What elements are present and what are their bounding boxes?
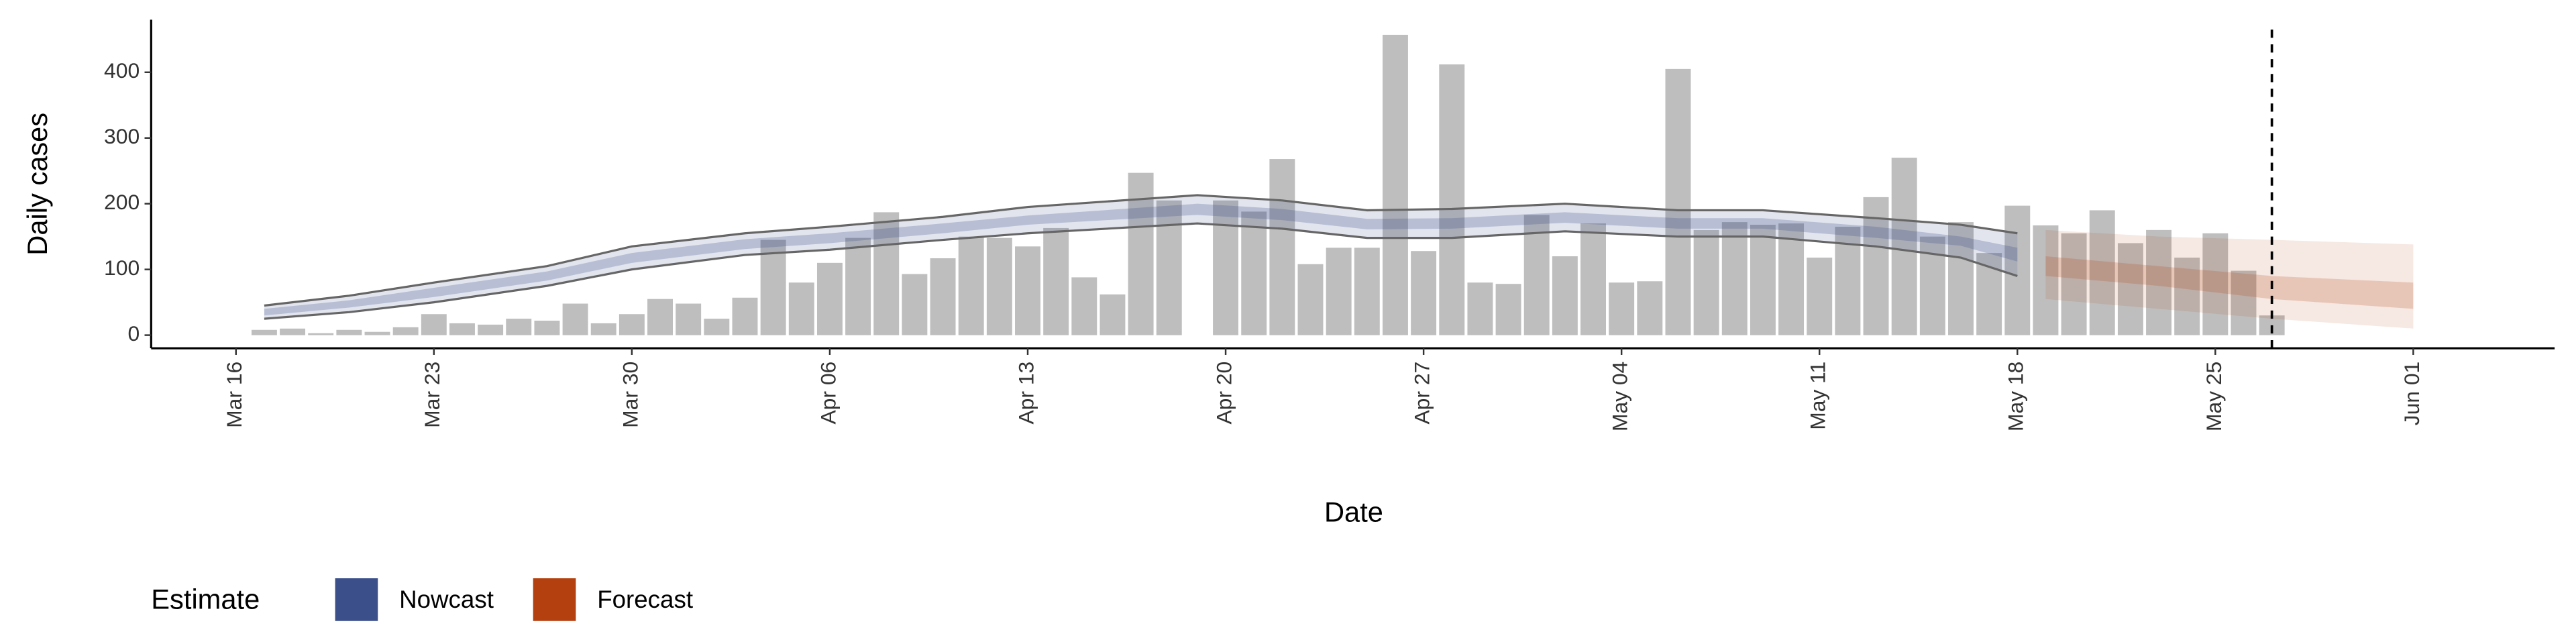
ribbon-50 (264, 203, 2018, 316)
bar (449, 323, 475, 335)
interval-line (264, 194, 2018, 307)
legend-swatch (335, 578, 378, 621)
bar (1156, 200, 1182, 335)
bar (1071, 277, 1097, 335)
bar (1693, 229, 1719, 335)
x-tick-label: May 04 (1608, 362, 1632, 431)
x-tick-label: Apr 27 (1410, 362, 1434, 425)
bar (506, 319, 532, 335)
bar (1015, 246, 1040, 335)
bar (619, 314, 645, 335)
bar (2146, 229, 2172, 335)
y-axis-title: Daily cases (21, 113, 53, 256)
bar (2202, 233, 2229, 335)
bar (2004, 205, 2031, 335)
bar (1354, 248, 1380, 335)
bar (2231, 270, 2257, 335)
bar (930, 258, 956, 335)
y-tick-label: 400 (104, 58, 140, 83)
legend-label: Forecast (597, 586, 693, 613)
bar (336, 329, 362, 335)
x-tick-label: Apr 13 (1014, 362, 1038, 425)
y-tick-label: 200 (104, 190, 140, 214)
bar (1750, 225, 1776, 335)
bar (590, 323, 616, 335)
bar (392, 327, 419, 335)
x-axis-title: Date (1324, 496, 1383, 528)
bar (1326, 248, 1352, 335)
bar (1439, 64, 1465, 335)
x-tick-label: Jun 01 (2400, 362, 2424, 426)
legend-label: Nowcast (399, 586, 494, 613)
bar (251, 329, 277, 335)
bar (308, 333, 334, 335)
bar (280, 328, 306, 335)
bar (1778, 223, 1805, 335)
bar (1043, 227, 1069, 335)
bar (1269, 159, 1295, 335)
bar (1948, 222, 1974, 335)
ribbon-90 (264, 195, 2018, 319)
bar (1128, 172, 1154, 335)
bar (1213, 200, 1239, 335)
legend-swatch (533, 578, 576, 621)
bar (1891, 158, 1917, 335)
x-tick-label: Apr 06 (816, 362, 840, 425)
bar (873, 212, 900, 335)
bar (2174, 258, 2200, 335)
bar (760, 239, 786, 335)
bar (986, 237, 1012, 335)
bar (2117, 243, 2143, 335)
bar (958, 236, 984, 335)
bar (1580, 223, 1606, 335)
y-tick-label: 0 (127, 321, 140, 345)
ribbon-90 (2045, 229, 2414, 329)
x-tick-label: May 25 (2202, 362, 2226, 431)
bar (732, 297, 758, 335)
bar (1552, 256, 1578, 335)
x-tick-label: Apr 20 (1212, 362, 1236, 425)
bar (902, 274, 928, 335)
bar (364, 331, 390, 335)
bar (1382, 34, 1408, 335)
bar (1411, 251, 1437, 335)
bar (2033, 225, 2059, 335)
bar (676, 303, 702, 335)
bar (1637, 281, 1663, 335)
bar (1665, 68, 1691, 335)
bar (1523, 215, 1550, 335)
bar (1863, 197, 1889, 335)
bar (1495, 284, 1521, 335)
bar (2061, 233, 2087, 335)
bar (478, 324, 504, 335)
y-tick-label: 100 (104, 256, 140, 280)
bar (816, 262, 843, 335)
bar (1297, 264, 1324, 335)
x-tick-label: Mar 16 (222, 362, 246, 428)
bar (1609, 282, 1635, 335)
bar (2089, 210, 2115, 335)
bar (704, 319, 730, 335)
legend-title: Estimate (151, 583, 260, 614)
y-tick-label: 300 (104, 124, 140, 148)
bar (1721, 222, 1748, 335)
x-tick-label: May 11 (1806, 362, 1830, 430)
ribbon-50 (2045, 256, 2414, 309)
bar (1467, 282, 1493, 335)
x-tick-label: Mar 23 (420, 362, 444, 428)
bar (647, 299, 673, 335)
bar (1241, 211, 1267, 335)
bar (1807, 258, 1833, 335)
bar (788, 282, 814, 335)
bar (421, 314, 447, 335)
interval-line (264, 222, 2018, 320)
bar (1099, 294, 1126, 335)
bar (534, 321, 560, 335)
bar (562, 303, 588, 335)
x-tick-label: May 18 (2004, 362, 2028, 431)
x-tick-label: Mar 30 (618, 362, 642, 428)
bar (845, 237, 871, 335)
